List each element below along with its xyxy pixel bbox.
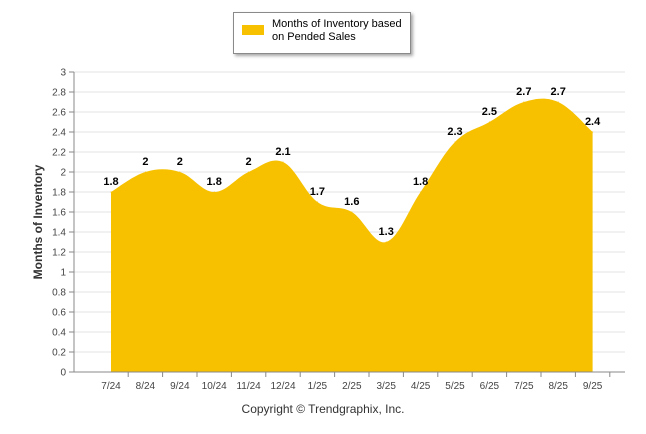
data-label: 1.3 <box>379 226 394 238</box>
y-tick-label: 2.2 <box>52 148 66 159</box>
copyright-text: Copyright © Trendgraphix, Inc. <box>241 402 405 416</box>
data-point <box>488 121 490 123</box>
data-label: 2 <box>246 156 252 168</box>
data-point <box>592 131 594 133</box>
data-label: 1.8 <box>207 176 222 188</box>
legend: Months of Inventory based on Pended Sale… <box>233 12 411 54</box>
y-tick-label: 1 <box>60 268 66 279</box>
y-tick-label: 1.6 <box>52 208 66 219</box>
y-tick-label: 0 <box>60 368 66 379</box>
x-tick-label: 5/25 <box>445 381 465 392</box>
x-tick-label: 8/24 <box>136 381 156 392</box>
y-axis: 0 0.2 0.4 0.6 0.8 1 1.2 1.4 1.6 1.8 2 2.2 2.4 2.6 2.8 3 <box>52 68 75 379</box>
y-axis-title: Months of Inventory <box>31 164 45 279</box>
data-label: 2.3 <box>447 126 462 138</box>
data-label: 2 <box>177 156 183 168</box>
x-tick-label: 10/24 <box>202 381 227 392</box>
y-tick-label: 0.4 <box>52 328 66 339</box>
x-tick-label: 6/25 <box>480 381 500 392</box>
y-tick-label: 2.4 <box>52 128 66 139</box>
data-label: 2.1 <box>275 146 290 158</box>
y-tick-label: 2.6 <box>52 108 66 119</box>
data-labels: 1.8 2 2 1.8 2 2.1 1.7 1.6 1.3 1.8 2.3 2.5 2.7 2.7 2.4 <box>103 86 601 238</box>
data-point <box>179 171 181 173</box>
x-tick-label: 4/25 <box>411 381 431 392</box>
data-point <box>351 211 353 213</box>
data-label: 1.8 <box>413 176 428 188</box>
x-tick-label: 9/25 <box>583 381 603 392</box>
data-point <box>213 191 215 193</box>
area-series <box>110 98 594 373</box>
data-point <box>557 101 559 103</box>
data-label: 1.6 <box>344 196 359 208</box>
legend-swatch <box>242 25 264 35</box>
x-tick-label: 8/25 <box>548 381 568 392</box>
y-tick-label: 2.8 <box>52 88 66 99</box>
x-axis: 7/24 8/24 9/24 10/24 11/24 12/24 1/25 2/25 3/25 4… <box>74 371 625 392</box>
y-tick-label: 0.2 <box>52 348 66 359</box>
data-point <box>248 171 250 173</box>
data-point <box>523 101 525 103</box>
x-tick-label: 9/24 <box>170 381 190 392</box>
x-tick-label: 11/24 <box>236 381 261 392</box>
y-tick-label: 1.2 <box>52 248 66 259</box>
data-point <box>316 201 318 203</box>
y-tick-label: 1.4 <box>52 228 66 239</box>
data-point <box>420 191 422 193</box>
area-fill <box>111 98 593 373</box>
data-label: 2.7 <box>516 86 531 98</box>
data-label: 2.7 <box>551 86 566 98</box>
legend-label: Months of Inventory based on Pended Sale… <box>272 18 402 43</box>
y-tick-label: 0.8 <box>52 288 66 299</box>
data-point <box>144 171 146 173</box>
data-label: 2.4 <box>585 116 601 128</box>
x-tick-label: 7/25 <box>514 381 534 392</box>
x-tick-label: 2/25 <box>342 381 362 392</box>
x-tick-label: 1/25 <box>308 381 328 392</box>
data-label: 1.7 <box>310 186 325 198</box>
data-label: 2 <box>142 156 148 168</box>
x-tick-label: 12/24 <box>270 381 295 392</box>
data-point <box>454 141 456 143</box>
x-tick-label: 3/25 <box>376 381 396 392</box>
data-point <box>110 191 112 193</box>
x-tick-label: 7/24 <box>101 381 121 392</box>
data-label: 2.5 <box>482 106 497 118</box>
y-tick-label: 2 <box>60 168 66 179</box>
data-point <box>385 241 387 243</box>
data-label: 1.8 <box>103 176 118 188</box>
y-tick-label: 1.8 <box>52 188 66 199</box>
y-tick-label: 3 <box>60 68 66 79</box>
y-tick-label: 0.6 <box>52 308 66 319</box>
data-point <box>282 161 284 163</box>
